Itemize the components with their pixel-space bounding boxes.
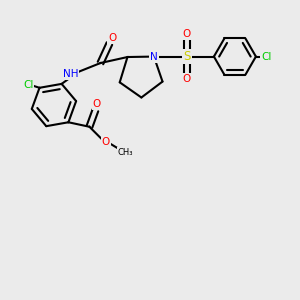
Text: N: N bbox=[150, 52, 158, 61]
Text: O: O bbox=[183, 29, 191, 39]
Text: O: O bbox=[102, 137, 110, 147]
Text: Cl: Cl bbox=[261, 52, 272, 61]
Text: O: O bbox=[183, 74, 191, 84]
Text: O: O bbox=[93, 99, 101, 109]
Text: O: O bbox=[108, 32, 117, 43]
Text: NH: NH bbox=[63, 68, 78, 79]
Text: CH₃: CH₃ bbox=[118, 148, 133, 157]
Text: S: S bbox=[183, 50, 190, 63]
Text: Cl: Cl bbox=[23, 80, 33, 90]
